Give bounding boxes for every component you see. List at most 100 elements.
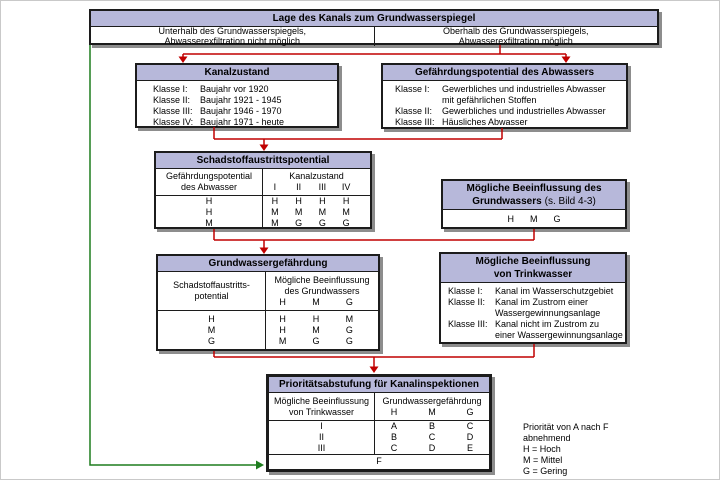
item-text: Baujahr 1971 - heute (200, 117, 285, 127)
sub-label: G (345, 296, 353, 307)
matrix-cell: H (319, 196, 326, 206)
matrix-cell: M (271, 207, 279, 217)
row-label: M (207, 324, 216, 335)
matrix: A B C B C D C D E (375, 421, 489, 454)
matrix-cell: C (428, 432, 436, 442)
gw-gefaehrdung-box: Grundwassergefährdung Schadstoffaustritt… (156, 254, 380, 351)
matrix-cell: M (318, 207, 327, 217)
item-text: Gewerbliches und industrielles Abwasser (442, 106, 606, 116)
matrix-cell: H (271, 196, 279, 206)
row-label: G (207, 335, 215, 346)
col-header-left: Schadstoffaustritts- potential (158, 272, 266, 310)
legend-line: H = Hoch (523, 444, 561, 454)
legend-line: Priorität von A nach F (523, 422, 609, 432)
row-labels: H H M (156, 196, 263, 229)
list-item: Klasse III: Kanal nicht im Zustrom zu ein… (448, 319, 623, 341)
item-label: Klasse I: (395, 84, 430, 94)
matrix-cell: M (271, 218, 279, 228)
matrix-cell: H (342, 196, 350, 206)
trinkwasser-box: Mögliche Beeinflussung von Trinkwasser K… (439, 252, 627, 344)
schadstoff-title: Schadstoffaustrittspotential (156, 153, 370, 169)
matrix-row: H H M (266, 314, 378, 325)
row-label: III (317, 443, 326, 453)
sub-label: IV (341, 182, 351, 192)
sub-label: I (273, 182, 277, 192)
item-label: Klasse I: (153, 84, 188, 94)
list-item: Klasse II: Baujahr 1921 - 1945 (153, 95, 337, 106)
abwasser-list: Klasse I: Gewerbliches und industrielles … (383, 81, 626, 128)
matrix-cell: D (466, 432, 474, 442)
row-label: II (318, 432, 324, 442)
item-label: Klasse III: (395, 117, 435, 127)
top-cell-unterhalb: Unterhalb des Grundwasserspiegels, Abwas… (91, 26, 375, 46)
item-label: Klasse III: (153, 106, 193, 116)
item-text: Häusliches Abwasser (442, 117, 528, 127)
matrix-cell: M (278, 335, 287, 346)
abwasser-box: Gefährdungspotential des Abwassers Klass… (381, 63, 628, 129)
gw-einfluss-title: Mögliche Beeinflussung des Grundwassers(… (443, 181, 625, 210)
matrix-cell: A (390, 421, 397, 431)
gw-einfluss-values: H M G (443, 210, 625, 227)
matrix-cell: B (428, 421, 435, 431)
legend: Priorität von A nach F abnehmend H = Hoc… (523, 422, 609, 477)
matrix-cell: C (466, 421, 474, 431)
col-header-right: Grundwassergefährdung H M G (375, 393, 489, 420)
table-head: Gefährdungspotential des Abwasser Kanalz… (156, 169, 370, 195)
title-note: (s. Bild 4-3) (544, 196, 596, 207)
top-box-title: Lage des Kanals zum Grundwasserspiegel (91, 11, 657, 27)
item-text: Kanal nicht im Zustrom zu einer Wasserge… (495, 319, 623, 340)
matrix-row: M G G G (263, 218, 370, 229)
sub-label: G (466, 406, 474, 417)
connector-to-gw-gefaehrdung (213, 229, 535, 248)
col-subheader: I II III IV (263, 182, 370, 193)
gw-gefaehrdung-title: Grundwassergefährdung (158, 256, 378, 272)
matrix: H H H H M M M M M G G G (263, 196, 370, 229)
matrix-cell: G (295, 218, 303, 228)
table-head: Mögliche Beeinflussung von Trinkwasser G… (269, 393, 489, 420)
matrix-cell: H (279, 324, 286, 335)
prioritaet-box: Prioritätsabstufung für Kanalinspektione… (266, 374, 492, 472)
value: H (507, 213, 514, 224)
col-header-right-title: Mögliche Beeinflussung des Grundwassers (274, 274, 370, 296)
legend-line: G = Gering (523, 466, 568, 476)
matrix-row: M M M M (263, 207, 370, 218)
matrix: H H M H M G M G G (266, 311, 378, 349)
title-bold: Mögliche Beeinflussung des Grundwassers (466, 183, 602, 207)
list-item: Klasse III: Häusliches Abwasser (395, 117, 626, 128)
matrix-cell: E (466, 443, 473, 453)
row-label: H (205, 196, 213, 206)
row-label: H (208, 313, 215, 324)
col-header-right-title: Kanalzustand (289, 171, 344, 181)
matrix-cell: G (345, 324, 353, 335)
col-header-right: Mögliche Beeinflussung des Grundwassers … (266, 272, 378, 310)
row-labels: H M G (158, 311, 266, 349)
sub-label: III (318, 182, 327, 192)
list-item: Klasse II: Gewerbliches und industrielles… (395, 106, 626, 117)
matrix-cell: G (318, 218, 326, 228)
item-label: Klasse II: (395, 106, 433, 116)
item-label: Klasse IV: (153, 117, 194, 127)
item-text: Baujahr vor 1920 (200, 84, 269, 94)
table-head: Schadstoffaustritts- potential Mögliche … (158, 272, 378, 310)
matrix-cell: H (279, 313, 286, 324)
connector-to-schadstoff (213, 127, 503, 145)
table-body: H H M H H H H M M M M (156, 195, 370, 229)
matrix-row: M G G (266, 336, 378, 347)
gw-gefaehrdung-table: Schadstoffaustritts- potential Mögliche … (158, 272, 378, 349)
value: M (529, 213, 538, 224)
matrix-cell: H (295, 196, 302, 206)
schadstoff-box: Schadstoffaustrittspotential Gefährdungs… (154, 151, 372, 229)
matrix-cell: M (312, 324, 320, 335)
table-body: I II III A B C B C D C (269, 420, 489, 454)
col-subheader: H M G (375, 407, 489, 418)
col-subheader: H M G (266, 297, 378, 308)
priority-footer-row: F (269, 454, 489, 469)
matrix-cell: B (390, 432, 397, 442)
matrix-cell: H (312, 313, 320, 324)
legend-line: abnehmend (523, 433, 571, 443)
matrix-cell: M (294, 207, 303, 217)
connector-oberhalb-split (182, 45, 567, 57)
matrix-cell: G (312, 335, 320, 346)
schadstoff-table: Gefährdungspotential des Abwasser Kanalz… (156, 169, 370, 229)
col-header-right-title: Grundwassergefährdung (382, 395, 482, 406)
